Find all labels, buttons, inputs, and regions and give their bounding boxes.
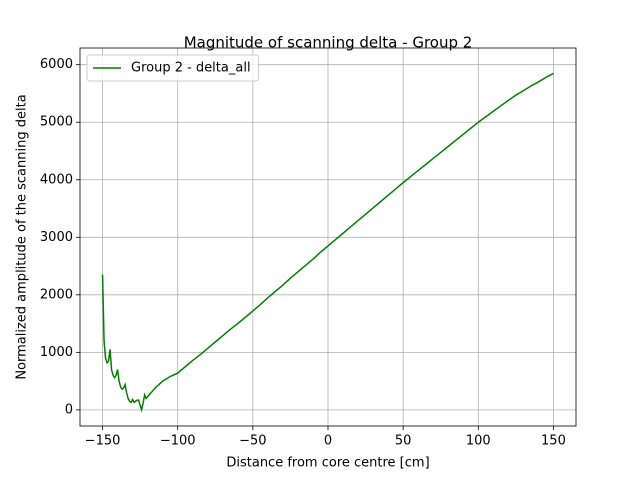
y-tick-label: 3000 xyxy=(40,230,73,245)
y-tick-label: 1000 xyxy=(40,345,73,360)
y-tick-label: 6000 xyxy=(40,57,73,72)
data-line xyxy=(101,72,554,413)
x-tick-label: 100 xyxy=(466,434,491,449)
x-tick-label: 50 xyxy=(395,434,412,449)
plot-area: −150 −100 −50 0 50 100 150 0 1000 2000 3000 4000 500… xyxy=(40,47,577,449)
y-tick-label: 0 xyxy=(65,402,73,417)
legend-box xyxy=(86,54,260,82)
x-tick-label: −150 xyxy=(85,434,121,449)
y-tick-label: 5000 xyxy=(40,115,73,130)
legend: Group 2 - delta_all xyxy=(86,54,260,82)
x-tick-label: −100 xyxy=(160,434,196,449)
y-tick-label: 2000 xyxy=(40,287,73,302)
x-tick-label: 150 xyxy=(541,434,566,449)
y-tick-label: 4000 xyxy=(40,172,73,187)
x-tick-label: 0 xyxy=(324,434,332,449)
chart-title: Magnitude of scanning delta - Group 2 xyxy=(184,34,473,52)
x-tick-label: −50 xyxy=(239,434,266,449)
y-axis-label: Normalized amplitude of the scanning del… xyxy=(15,94,30,379)
axes-frame xyxy=(79,47,577,427)
legend-label: Group 2 - delta_all xyxy=(131,61,251,76)
x-axis-label: Distance from core centre [cm] xyxy=(226,456,429,471)
